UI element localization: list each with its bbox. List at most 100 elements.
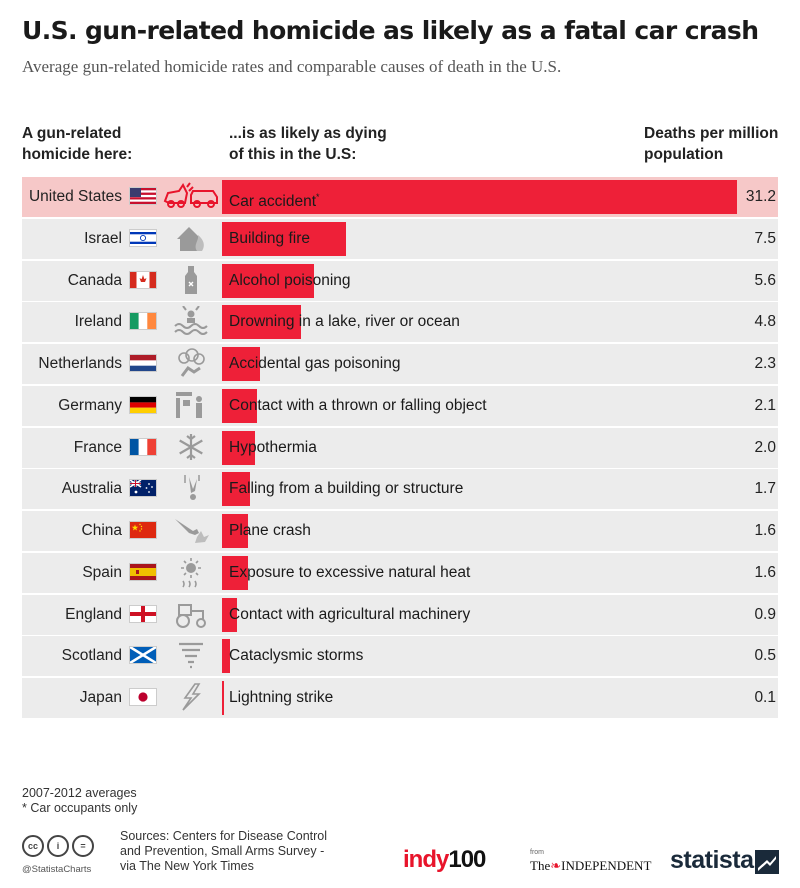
cause-label: Falling from a building or structure xyxy=(229,480,464,498)
cause-label: Exposure to excessive natural heat xyxy=(229,563,471,581)
snowflake-icon xyxy=(168,432,214,464)
country-label: Ireland xyxy=(74,313,122,331)
value-label: 1.7 xyxy=(754,480,776,498)
burning-house-icon xyxy=(168,223,214,255)
flag-icon-israel xyxy=(129,228,157,247)
country-label: France xyxy=(73,438,122,456)
drowning-icon xyxy=(168,305,214,338)
cc-icon: cc xyxy=(22,835,44,857)
plane-crash-icon xyxy=(168,515,214,547)
bar xyxy=(222,388,257,423)
independent-logo: The❧INDEPENDENT xyxy=(530,858,652,873)
flag-icon-spain xyxy=(129,562,157,581)
statista-mark-icon xyxy=(755,850,779,874)
column-header-cause: ...is as likely as dying of this in the … xyxy=(229,125,387,163)
country-label: United States xyxy=(28,188,122,205)
cause-label: Hypothermia xyxy=(229,438,317,456)
value-label: 0.1 xyxy=(754,689,776,706)
table-row: Japan Lightning strike 0.1 xyxy=(22,678,778,718)
cause-label: Cataclysmic storms xyxy=(229,647,364,665)
table-row: Spain Exposure to excessive natural heat 1… xyxy=(22,552,778,593)
gas-cloud-icon xyxy=(168,348,214,380)
column-header-country: A gun-related homicide here: xyxy=(22,125,133,163)
cause-label: Accidental gas poisoning xyxy=(229,355,401,372)
table-row: Netherlands Accidental gas poisoning 2.3 xyxy=(22,344,778,384)
bar xyxy=(222,681,224,715)
flag-icon-france xyxy=(129,437,157,456)
bar xyxy=(222,221,346,256)
country-label: Australia xyxy=(61,480,122,498)
table-row: United States Car accident* 31.2 xyxy=(22,177,778,217)
from-label: from xyxy=(530,849,544,856)
table-row: Australia Falling from a building or stru… xyxy=(22,469,778,510)
table-row: France Hypothermia 2.0 xyxy=(22,427,778,468)
bar xyxy=(222,514,249,548)
statista-logo: statista xyxy=(670,846,754,874)
eagle-icon: ❧ xyxy=(550,858,562,873)
value-label: 2.1 xyxy=(754,396,776,414)
bar xyxy=(222,180,737,214)
table-row: Israel Building fire 7.5 xyxy=(22,218,778,259)
flag-icon-japan xyxy=(129,688,157,706)
country-label: Canada xyxy=(67,271,122,289)
lightning-icon xyxy=(168,682,214,714)
country-label: China xyxy=(81,522,123,539)
bottle-icon xyxy=(168,265,214,297)
attribution-icon: i xyxy=(47,835,69,857)
flag-icon-netherlands xyxy=(129,354,157,372)
sources: Sources: Centers for Disease Control and… xyxy=(120,829,328,873)
flag-icon-china xyxy=(129,521,157,539)
flag-icon-scotland xyxy=(129,646,157,665)
bar xyxy=(222,555,249,590)
cause-label: Lightning strike xyxy=(229,689,334,706)
table-row: Scotland Cataclysmic storms 0.5 xyxy=(22,636,778,677)
table-row: Ireland Drowning in a lake, river or ocea… xyxy=(22,302,778,343)
country-label: Scotland xyxy=(61,647,122,665)
value-label: 0.5 xyxy=(754,647,776,665)
flag-icon-germany xyxy=(129,395,157,414)
flag-icon-canada xyxy=(129,270,157,289)
column-header-value: Deaths per million population xyxy=(644,125,779,163)
tractor-icon xyxy=(168,599,214,631)
country-label: Israel xyxy=(84,229,122,247)
flag-icon-australia xyxy=(129,479,157,498)
cause-label: Plane crash xyxy=(229,522,311,539)
cause-label: Contact with a thrown or falling object xyxy=(229,396,487,414)
value-label: 4.8 xyxy=(754,313,776,331)
value-label: 5.6 xyxy=(754,271,776,289)
country-label: England xyxy=(65,605,122,623)
bar xyxy=(222,347,260,381)
table-row: Germany Contact with a thrown or falling … xyxy=(22,385,778,426)
asterisk-marker: * xyxy=(316,192,320,202)
value-label: 0.9 xyxy=(754,605,776,623)
cause-label: Alcohol poisoning xyxy=(229,271,351,289)
car-crash-icon xyxy=(162,181,220,213)
value-label: 1.6 xyxy=(754,522,776,539)
value-label: 2.0 xyxy=(754,438,776,456)
table-row: England Contact with agricultural machine… xyxy=(22,594,778,635)
tornado-icon xyxy=(168,640,214,672)
bar xyxy=(222,472,251,507)
cause-label: Building fire xyxy=(229,229,310,247)
value-label: 2.3 xyxy=(754,355,776,372)
footnote-asterisk: * Car occupants only xyxy=(22,801,138,815)
flag-icon-england xyxy=(129,604,157,623)
value-label: 1.6 xyxy=(754,563,776,581)
falling-object-icon xyxy=(168,390,214,422)
no-derivatives-icon: = xyxy=(72,835,94,857)
flag-icon-ireland xyxy=(129,312,157,331)
bar xyxy=(222,263,315,298)
country-label: Spain xyxy=(82,563,122,581)
falling-person-icon xyxy=(168,473,214,505)
country-label: Netherlands xyxy=(38,355,122,372)
flag-icon-united-states xyxy=(129,187,157,205)
table-row: Canada Alcohol poisoning 5.6 xyxy=(22,260,778,301)
sun-heat-icon xyxy=(168,557,214,589)
bar xyxy=(222,305,302,340)
country-label: Japan xyxy=(79,689,122,706)
bar xyxy=(222,430,255,465)
bar xyxy=(222,639,231,674)
cause-label: Drowning in a lake, river or ocean xyxy=(229,313,460,331)
statista-charts-handle: @StatistaCharts xyxy=(22,864,92,875)
chart-subtitle: Average gun-related homicide rates and c… xyxy=(22,57,562,76)
